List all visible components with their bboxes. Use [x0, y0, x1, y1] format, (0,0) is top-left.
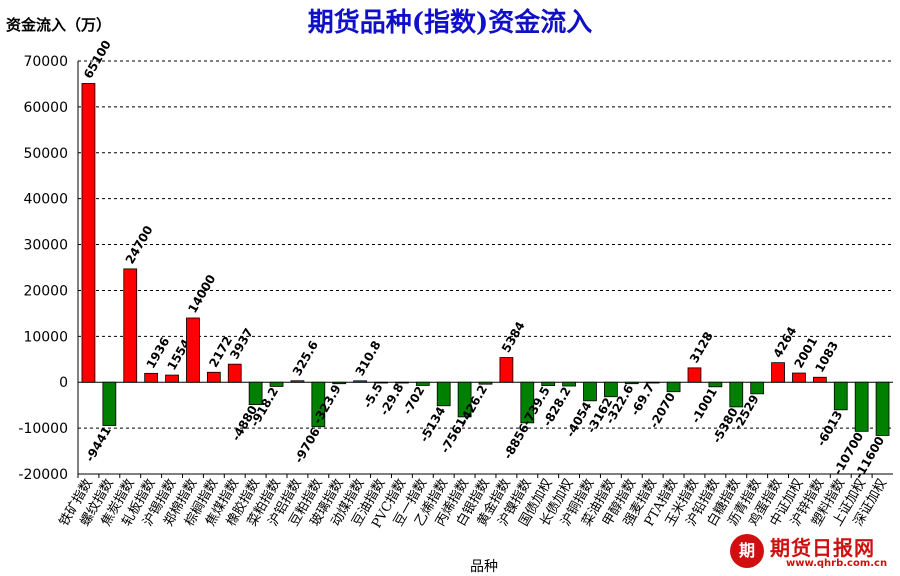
y-tick-label: 0	[59, 375, 68, 391]
bar	[165, 374, 179, 383]
x-axis-label: 品种	[470, 559, 498, 575]
bar	[708, 381, 723, 388]
bar	[436, 381, 451, 407]
bar	[833, 381, 848, 411]
bar	[269, 381, 284, 387]
bar	[415, 381, 430, 386]
data-label: 4264	[771, 324, 800, 360]
logo-emblem: 期	[730, 534, 764, 568]
bar	[729, 381, 744, 408]
y-tick-label: 50000	[23, 146, 68, 162]
bar	[624, 381, 639, 385]
watermark-logo: 期 期货日报网 www.qhrb.com.cn	[728, 530, 898, 574]
bar	[395, 381, 409, 384]
logo-url: www.qhrb.com.cn	[786, 558, 888, 569]
bar	[666, 381, 681, 393]
data-label: -9706	[292, 425, 323, 465]
data-label: 5384	[499, 319, 528, 355]
chart-title: 期货品种(指数)资金流入	[307, 8, 593, 38]
data-label: 3128	[687, 329, 716, 365]
bar	[541, 381, 556, 387]
data-label: 65100	[81, 38, 114, 81]
y-tick-label: 60000	[23, 100, 68, 116]
bar	[520, 381, 535, 424]
bar	[645, 381, 660, 384]
bar	[374, 381, 388, 384]
bar	[81, 83, 96, 383]
data-label: 310.8	[353, 338, 384, 378]
y-tick-label: 20000	[23, 283, 68, 299]
bar	[102, 381, 117, 426]
y-tick-label: -20000	[18, 467, 68, 483]
logo-name: 期货日报网	[770, 536, 875, 560]
bar	[875, 381, 890, 436]
y-tick-label: -10000	[18, 421, 68, 437]
bar	[562, 381, 576, 387]
bar	[604, 381, 618, 398]
bar	[227, 363, 242, 383]
data-label: 14000	[185, 272, 218, 315]
bar	[206, 371, 221, 383]
y-axis-label: 资金流入（万）	[6, 16, 112, 34]
bar	[144, 372, 159, 383]
bar	[248, 381, 263, 406]
data-label: -8856	[501, 421, 532, 461]
bar	[812, 376, 827, 383]
bar	[771, 362, 785, 383]
y-tick-label: 10000	[23, 329, 68, 345]
bar	[687, 367, 702, 383]
bar	[332, 381, 347, 385]
data-label: -1001	[689, 385, 720, 425]
bar	[123, 268, 138, 383]
bar	[290, 380, 305, 383]
y-tick-label: 30000	[23, 238, 68, 254]
bar	[750, 381, 765, 395]
bar	[186, 317, 200, 383]
y-tick-label: 70000	[23, 54, 68, 70]
bar	[457, 381, 472, 418]
data-label: -9441	[83, 424, 114, 464]
bar	[854, 381, 869, 432]
data-label: 325.6	[290, 338, 321, 378]
bar	[478, 381, 493, 385]
y-tick-label: 40000	[23, 192, 68, 208]
bar	[499, 357, 514, 383]
bar	[792, 372, 806, 383]
bar	[353, 380, 367, 383]
bar	[311, 381, 326, 428]
bar	[583, 381, 597, 402]
